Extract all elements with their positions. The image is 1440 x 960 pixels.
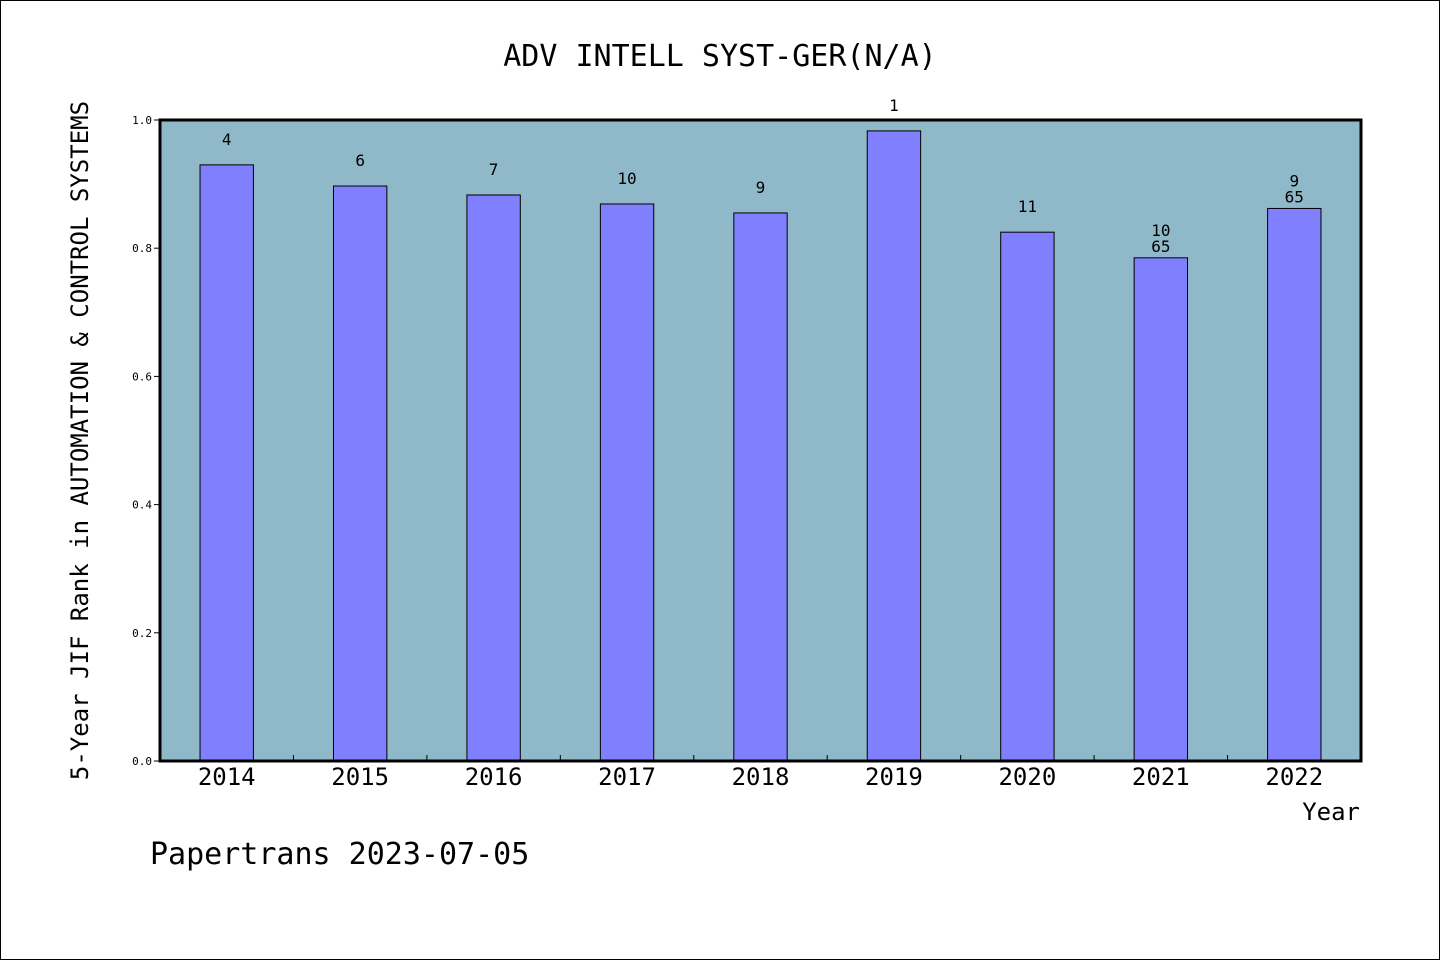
bar-total-label: 65 <box>1285 187 1304 206</box>
x-tick-label: 2022 <box>1265 763 1323 791</box>
bar-rank-label: 4 <box>222 130 232 149</box>
bar <box>199 164 254 762</box>
chart-title: ADV INTELL SYST-GER(N/A) <box>503 39 936 74</box>
y-tick-label: 0.8 <box>132 242 152 255</box>
x-tick-label: 2021 <box>1132 763 1190 791</box>
bar-rank-label: 10 <box>617 169 636 188</box>
bar <box>332 185 388 762</box>
bar-total-label: 65 <box>1151 237 1170 256</box>
bar <box>1133 257 1189 762</box>
bar <box>466 194 521 762</box>
bar <box>733 212 788 762</box>
bar-rank-label: 11 <box>1018 197 1037 216</box>
bar <box>1000 231 1055 762</box>
y-tick-label: 0.0 <box>132 755 152 768</box>
y-tick-label: 0.4 <box>132 499 152 512</box>
x-tick-label: 2017 <box>598 763 656 791</box>
bar-rank-label: 9 <box>1289 171 1299 190</box>
bar <box>599 203 655 762</box>
bar-rank-label: 6 <box>355 151 365 170</box>
bar <box>866 130 922 762</box>
x-tick-label: 2014 <box>198 763 256 791</box>
y-tick-label: 0.2 <box>132 627 152 640</box>
x-tick-label: 2020 <box>998 763 1056 791</box>
x-axis-label: Year <box>1302 798 1360 826</box>
x-tick-label: 2018 <box>732 763 790 791</box>
bar <box>1267 207 1322 762</box>
y-axis-label: 5-Year JIF Rank in AUTOMATION & CONTROL … <box>66 101 94 780</box>
bar-rank-label: 10 <box>1151 221 1170 240</box>
bar-rank-label: 7 <box>489 160 499 179</box>
plot-border <box>158 118 1363 763</box>
x-tick-label: 2019 <box>865 763 923 791</box>
y-tick-label: 1.0 <box>132 114 152 127</box>
x-tick-label: 2015 <box>331 763 389 791</box>
x-tick-label: 2016 <box>465 763 523 791</box>
bar-rank-label: 9 <box>756 178 766 197</box>
bar-rank-label: 1 <box>889 96 899 115</box>
footer-text: Papertrans 2023-07-05 <box>150 837 529 872</box>
y-tick-label: 0.6 <box>132 370 152 383</box>
